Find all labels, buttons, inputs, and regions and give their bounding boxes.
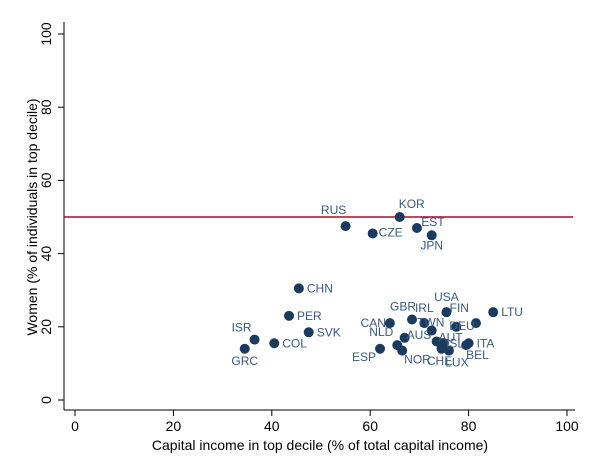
x-tick-label: 0: [71, 418, 79, 434]
data-point-label: AUS: [407, 328, 432, 342]
x-tick-label: 100: [555, 418, 579, 434]
data-point-label: ITA: [477, 336, 495, 350]
data-point-label: AUT: [439, 330, 464, 344]
x-axis-title: Capital income in top decile (% of total…: [152, 437, 488, 453]
data-point-label: CHE: [427, 354, 452, 368]
data-point-label: FIN: [450, 301, 469, 315]
x-tick-label: 60: [362, 418, 378, 434]
data-point-label: ISL: [446, 336, 464, 350]
data-point: [461, 340, 472, 351]
y-axis-title: Women (% of individuals in top decile): [24, 98, 40, 335]
y-ticks: 0 20 40 60 80 100: [38, 22, 64, 404]
x-tick-label: 80: [461, 418, 477, 434]
data-point-label: TWN: [417, 315, 444, 329]
data-point-label: IRL: [415, 301, 434, 315]
data-point: [375, 343, 386, 354]
data-point-label: GRC: [231, 354, 258, 368]
x-ticks: 0 20 40 60 80 100: [71, 410, 579, 434]
data-point-label: CHN: [307, 281, 333, 295]
axes: [63, 22, 575, 411]
x-tick-label: 40: [264, 418, 280, 434]
data-point: [488, 307, 499, 318]
data-point-label: CZE: [379, 225, 403, 239]
data-point: [407, 314, 418, 325]
data-point-label: EST: [421, 215, 445, 229]
y-tick-label: 60: [38, 172, 54, 188]
y-tick-label: 0: [38, 396, 54, 404]
data-point: [451, 321, 462, 332]
data-point-label: KOR: [399, 197, 425, 211]
data-point-label: NLD: [369, 325, 393, 339]
data-point: [443, 345, 454, 356]
data-point-label: LUX: [445, 356, 468, 370]
data-point: [293, 283, 304, 294]
data-point-label: NOR: [404, 353, 431, 367]
data-point: [303, 327, 314, 338]
data-point-label: ESP: [352, 350, 376, 364]
data-point: [394, 212, 405, 222]
data-point-label: RUS: [321, 203, 346, 217]
data-point: [367, 228, 378, 239]
data-point: [419, 318, 430, 329]
data-point: [399, 332, 410, 343]
data-point-label: JPN: [420, 238, 443, 252]
data-labels: RUS KOR CZE EST JPN CHN PER SVK ISR COL GRC CAN GBR U…: [231, 197, 523, 370]
data-point-label: USA: [434, 290, 459, 304]
data-point: [269, 338, 280, 349]
data-point-label: COL: [282, 336, 307, 350]
data-point: [239, 343, 250, 354]
data-point: [340, 221, 351, 232]
data-point: [441, 307, 452, 318]
data-point: [397, 345, 408, 356]
data-points: [239, 212, 499, 356]
data-point-label: ISR: [232, 321, 252, 335]
y-tick-label: 20: [38, 319, 54, 335]
data-point-label: SVK: [317, 325, 341, 339]
data-point-label: PER: [297, 309, 322, 323]
data-point: [384, 318, 395, 329]
data-point: [249, 334, 260, 345]
y-tick-label: 100: [38, 22, 54, 46]
data-point-label: GBR: [390, 299, 416, 313]
data-point-label: CAN: [361, 316, 386, 330]
x-tick-label: 20: [166, 418, 182, 434]
data-point-label: LTU: [501, 305, 523, 319]
data-point-label: BEL: [466, 348, 489, 362]
data-point: [284, 310, 295, 321]
y-tick-label: 80: [38, 99, 54, 115]
data-point: [426, 230, 437, 241]
data-point-label: DEU: [449, 319, 474, 333]
data-point: [470, 318, 481, 329]
data-point: [426, 325, 437, 336]
data-point: [411, 222, 422, 233]
y-tick-label: 40: [38, 246, 54, 262]
